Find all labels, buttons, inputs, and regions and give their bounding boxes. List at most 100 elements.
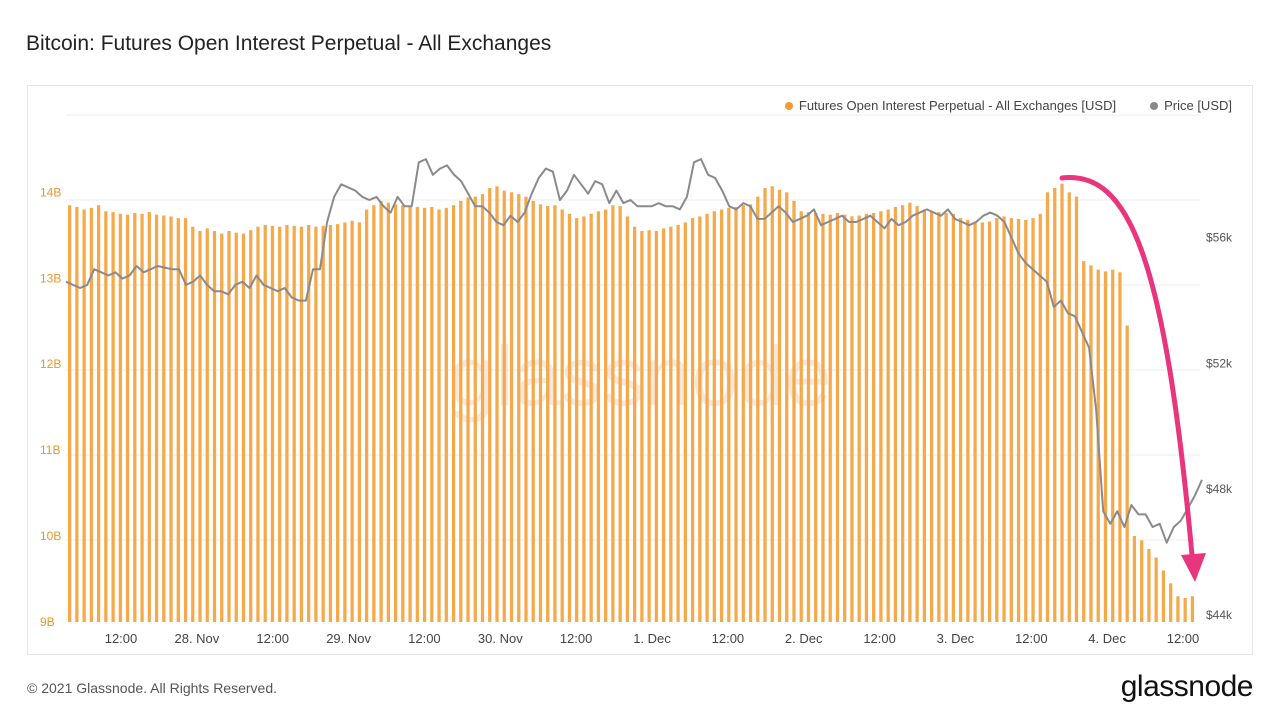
oi-bar bbox=[640, 231, 644, 622]
oi-bar bbox=[314, 226, 318, 622]
oi-bar bbox=[727, 207, 731, 622]
oi-bar bbox=[705, 213, 709, 622]
y-left-tick-label: 12B bbox=[40, 357, 61, 371]
oi-bar bbox=[234, 232, 238, 623]
oi-bar bbox=[1045, 192, 1050, 622]
oi-bar bbox=[683, 222, 687, 623]
oi-bar bbox=[763, 188, 767, 623]
oi-bar bbox=[104, 211, 108, 623]
oi-bar bbox=[430, 206, 434, 622]
oi-bar bbox=[495, 186, 499, 622]
oi-bar bbox=[343, 222, 347, 623]
legend-label-open-interest: Futures Open Interest Perpetual - All Ex… bbox=[798, 98, 1117, 113]
x-tick-label: 30. Nov bbox=[478, 631, 523, 646]
oi-bar bbox=[524, 196, 528, 622]
oi-bar bbox=[285, 224, 289, 623]
oi-bar bbox=[1161, 570, 1166, 622]
oi-bar bbox=[669, 226, 673, 622]
oi-bar bbox=[422, 207, 427, 622]
oi-bar bbox=[270, 225, 275, 622]
x-tick-label: 12:00 bbox=[256, 631, 289, 646]
chart-frame bbox=[27, 85, 1253, 655]
oi-bar bbox=[1183, 597, 1187, 622]
y-axis-right: $44k $48k $52k $56k bbox=[1206, 231, 1233, 622]
oi-bar bbox=[575, 218, 579, 622]
oi-bar bbox=[857, 215, 861, 623]
open-interest-bars bbox=[68, 183, 1195, 623]
oi-bar bbox=[336, 224, 340, 622]
oi-bar bbox=[299, 226, 304, 622]
oi-bar bbox=[140, 213, 144, 622]
oi-bar bbox=[748, 204, 753, 622]
oi-bar bbox=[249, 230, 253, 622]
oi-bar bbox=[1060, 183, 1064, 622]
oi-bar bbox=[850, 216, 854, 622]
oi-bar bbox=[147, 212, 151, 622]
oi-bar bbox=[459, 200, 463, 622]
oi-bar bbox=[118, 213, 122, 622]
legend-dot-price bbox=[1150, 101, 1159, 110]
oi-bar bbox=[1169, 583, 1173, 622]
legend-item-price[interactable]: Price [USD] bbox=[1150, 98, 1232, 113]
oi-bar bbox=[364, 209, 369, 622]
x-tick-label: 12:00 bbox=[1015, 631, 1048, 646]
oi-bar bbox=[205, 228, 209, 622]
oi-bar bbox=[814, 212, 818, 622]
y-right-tick-label: $56k bbox=[1206, 231, 1233, 245]
oi-bar bbox=[633, 226, 637, 622]
oi-bar bbox=[176, 218, 180, 622]
legend-dot-open-interest bbox=[784, 101, 793, 110]
oi-bar bbox=[125, 214, 130, 622]
oi-bar bbox=[292, 225, 296, 622]
oi-bar bbox=[987, 221, 992, 622]
oi-bar bbox=[893, 206, 898, 622]
oi-bar bbox=[821, 213, 825, 622]
oi-bar bbox=[393, 204, 398, 622]
x-tick-label: 2. Dec bbox=[785, 631, 823, 646]
oi-bar bbox=[191, 226, 195, 622]
oi-bar bbox=[698, 216, 702, 622]
y-right-tick-label: $48k bbox=[1206, 482, 1233, 496]
oi-bar bbox=[1082, 261, 1086, 622]
oi-bar bbox=[111, 212, 115, 622]
oi-bar bbox=[1002, 216, 1006, 622]
oi-bar bbox=[792, 200, 796, 622]
x-tick-label: 12:00 bbox=[105, 631, 138, 646]
oi-bar bbox=[1140, 540, 1144, 622]
y-left-tick-label: 9B bbox=[40, 615, 55, 629]
oi-bar bbox=[872, 212, 876, 622]
oi-bar bbox=[227, 231, 231, 622]
x-tick-label: 12:00 bbox=[560, 631, 593, 646]
oi-bar bbox=[567, 213, 572, 622]
legend-label-price: Price [USD] bbox=[1164, 98, 1232, 113]
oi-bar bbox=[995, 218, 999, 622]
oi-bar bbox=[183, 218, 188, 622]
oi-bar bbox=[256, 226, 260, 622]
oi-bar bbox=[843, 214, 847, 622]
oi-bar bbox=[546, 206, 550, 622]
oi-bar bbox=[1103, 271, 1108, 622]
oi-bar bbox=[1147, 548, 1151, 622]
oi-bar bbox=[944, 212, 948, 622]
arrow-head bbox=[1181, 553, 1206, 582]
x-tick-label: 12:00 bbox=[1167, 631, 1200, 646]
oi-bar bbox=[1118, 272, 1122, 622]
oi-bar bbox=[886, 209, 890, 622]
y-right-tick-label: $44k bbox=[1206, 608, 1233, 622]
oi-bar bbox=[357, 222, 361, 623]
oi-bar bbox=[212, 231, 217, 622]
oi-bar bbox=[241, 233, 246, 622]
oi-bar bbox=[1176, 596, 1180, 622]
oi-bar bbox=[379, 200, 383, 622]
oi-bar bbox=[372, 205, 376, 623]
glassnode-logo: glassnode bbox=[1120, 670, 1254, 703]
oi-bar bbox=[806, 212, 811, 622]
oi-bar bbox=[517, 194, 521, 622]
legend-item-open-interest[interactable]: Futures Open Interest Perpetual - All Ex… bbox=[784, 98, 1117, 113]
oi-bar bbox=[553, 205, 557, 623]
oi-bar bbox=[611, 205, 615, 623]
oi-bar bbox=[937, 212, 941, 622]
oi-bar bbox=[799, 211, 803, 623]
copyright-text: © 2021 Glassnode. All Rights Reserved. bbox=[27, 680, 278, 696]
oi-bar bbox=[1074, 196, 1079, 622]
